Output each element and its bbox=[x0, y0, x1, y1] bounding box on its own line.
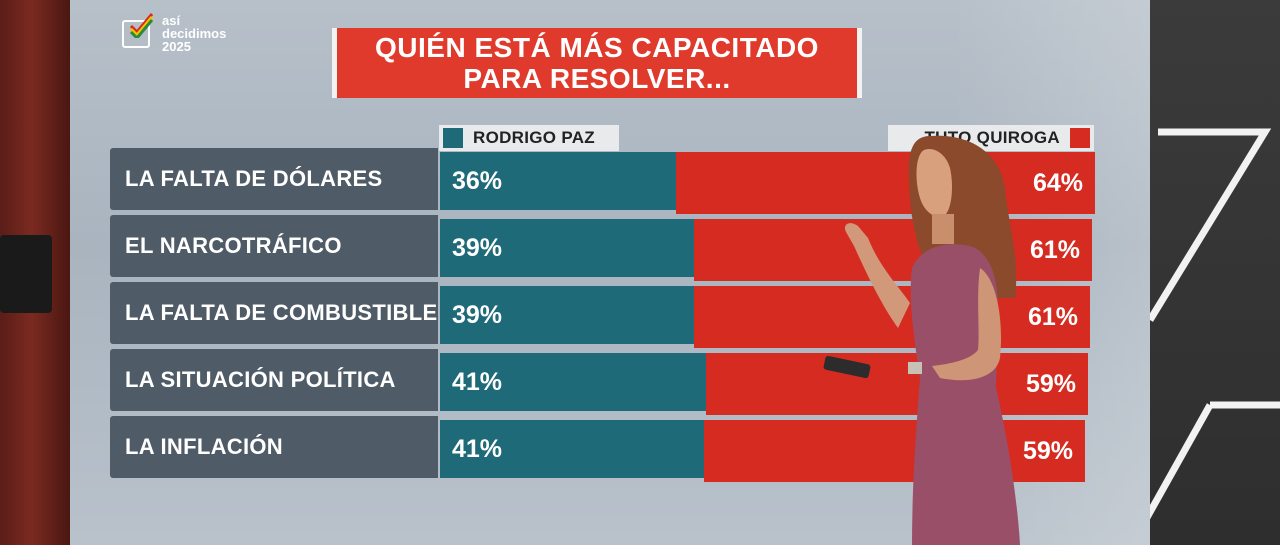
legend-swatch-paz bbox=[443, 128, 463, 148]
bar-segment-quiroga: 59% bbox=[704, 420, 1085, 482]
studio-wall-right bbox=[1140, 0, 1280, 545]
ballot-box-icon bbox=[122, 20, 150, 48]
studio-camera bbox=[0, 235, 52, 313]
chart-title: QUIÉN ESTÁ MÁS CAPACITADO PARA RESOLVER.… bbox=[332, 28, 862, 98]
category-label: LA INFLACIÓN bbox=[110, 416, 438, 478]
category-label: LA FALTA DE COMBUSTIBLE bbox=[110, 282, 438, 344]
legend-rodrigo-paz: RODRIGO PAZ bbox=[439, 125, 619, 151]
bar-segment-paz: 39% bbox=[440, 219, 694, 277]
studio-light-lines bbox=[1140, 128, 1280, 532]
category-label: EL NARCOTRÁFICO bbox=[110, 215, 438, 277]
chart-row: LA FALTA DE DÓLARES 36% 64% bbox=[110, 148, 1100, 214]
category-label: LA SITUACIÓN POLÍTICA bbox=[110, 349, 438, 411]
bar-segment-paz: 36% bbox=[440, 152, 676, 210]
bar-segment-paz: 39% bbox=[440, 286, 694, 344]
bar-segment-paz: 41% bbox=[440, 353, 706, 411]
logo-text: así decidimos 2025 bbox=[162, 14, 262, 53]
chart-row: LA SITUACIÓN POLÍTICA 41% 59% bbox=[110, 349, 1100, 415]
bar-segment-quiroga: 64% bbox=[676, 152, 1095, 214]
chart-row: EL NARCOTRÁFICO 39% 61% bbox=[110, 215, 1100, 281]
chart-row: LA INFLACIÓN 41% 59% bbox=[110, 416, 1100, 482]
stacked-bar-chart: LA FALTA DE DÓLARES 36% 64% EL NARCOTRÁFICO… bbox=[110, 148, 1100, 488]
legend-swatch-quiroga bbox=[1070, 128, 1090, 148]
asi-decidimos-logo: así decidimos 2025 bbox=[122, 13, 262, 58]
bar-segment-paz: 41% bbox=[440, 420, 704, 478]
logo-line: decidimos bbox=[162, 26, 227, 41]
bar-segment-quiroga: 59% bbox=[706, 353, 1088, 415]
chart-title-line-1: QUIÉN ESTÁ MÁS CAPACITADO bbox=[375, 32, 819, 63]
logo-line: 2025 bbox=[162, 39, 191, 54]
chart-title-line-2: PARA RESOLVER... bbox=[463, 63, 731, 94]
checkmark-icon bbox=[129, 13, 154, 38]
bar-segment-quiroga: 61% bbox=[694, 219, 1092, 281]
category-label: LA FALTA DE DÓLARES bbox=[110, 148, 438, 210]
logo-line: así bbox=[162, 13, 181, 28]
presenter bbox=[823, 135, 1020, 545]
legend-label-paz: RODRIGO PAZ bbox=[473, 128, 595, 147]
